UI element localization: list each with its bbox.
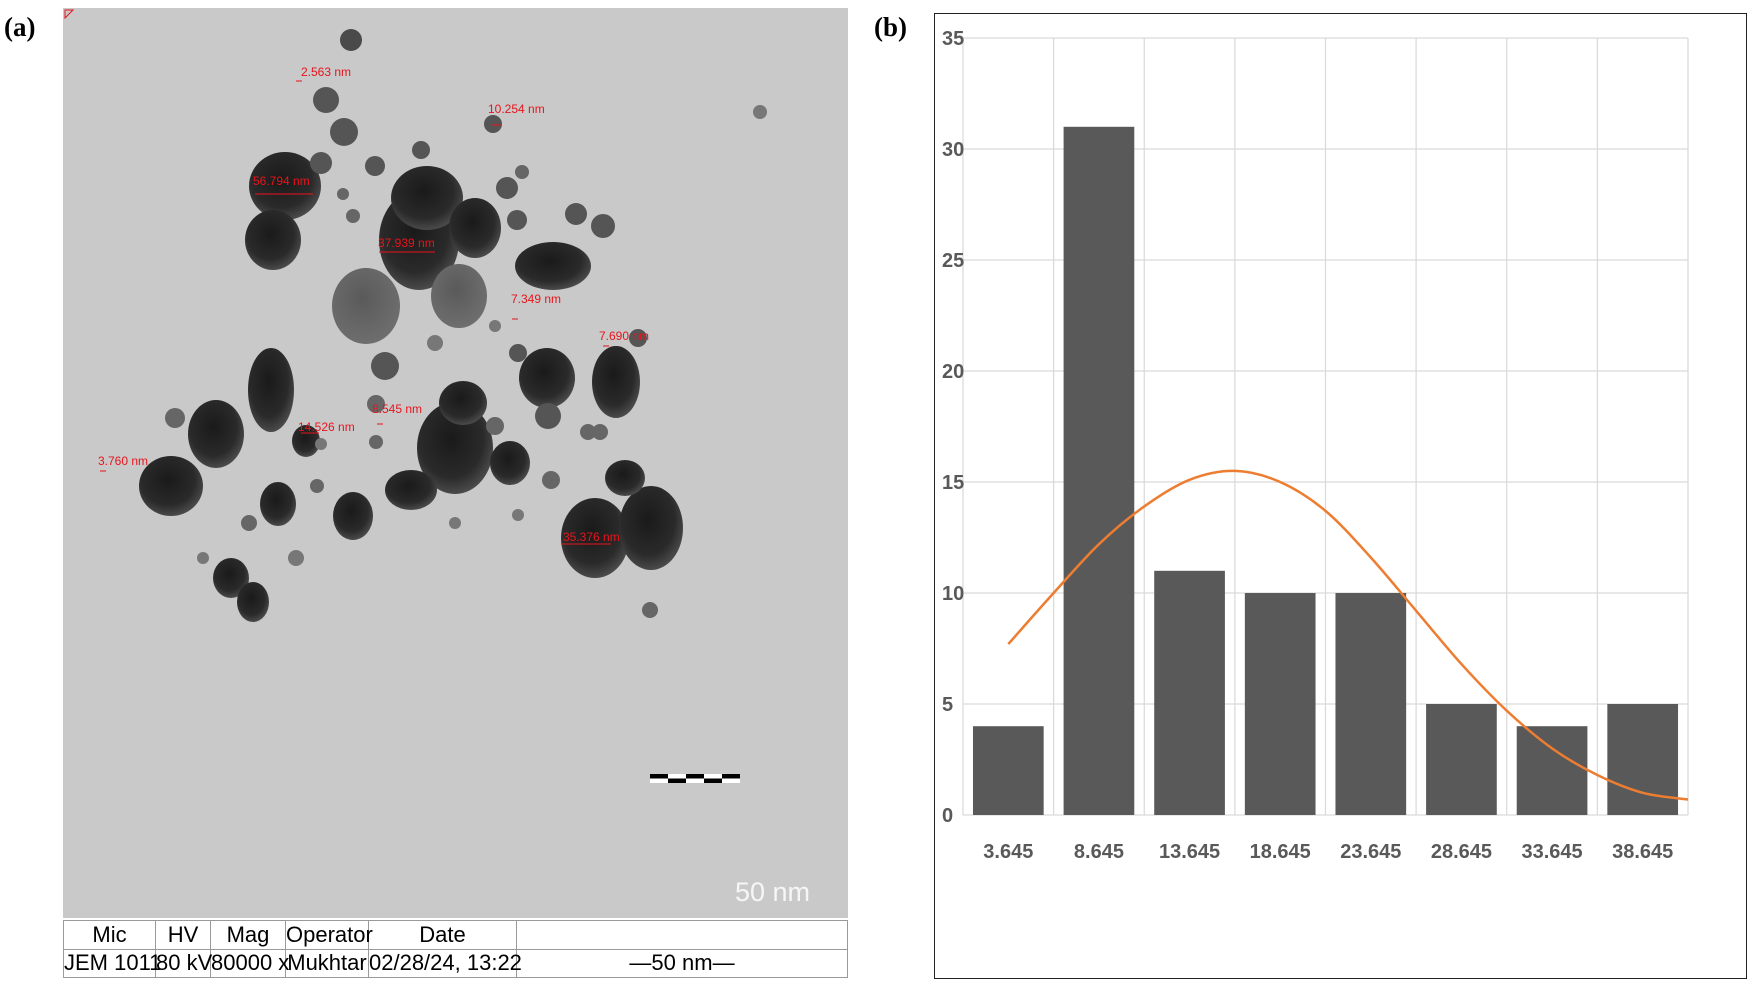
y-tick-label: 15 xyxy=(942,472,964,494)
y-tick-label: 0 xyxy=(942,805,953,827)
info-value-scale: —50 nm— xyxy=(629,950,735,975)
measurement-label: 14.526 nm xyxy=(298,420,355,434)
measurement-label: 37.939 nm xyxy=(378,236,435,250)
x-tick-label: 28.645 xyxy=(1431,841,1492,863)
x-tick-label: 38.645 xyxy=(1612,841,1673,863)
info-divider xyxy=(64,949,847,950)
info-value-operator: Mukhtar xyxy=(287,950,367,975)
info-cell-hv: HV 80 kV xyxy=(156,921,213,977)
chart-frame xyxy=(934,13,1747,979)
chart-grid xyxy=(962,37,1689,816)
y-tick-label: 20 xyxy=(942,361,964,383)
bar-33.645 xyxy=(1516,726,1588,815)
measurement-label: 10.254 nm xyxy=(488,102,545,116)
fit-curve-layer xyxy=(1007,469,1688,801)
info-header-mag: Mag xyxy=(226,922,270,947)
histogram-chart: 0 5 10 15 20 25 30 35 3.645 8.645 13.645 18.645 23.… xyxy=(942,28,1689,863)
bar-28.645 xyxy=(1426,704,1497,815)
bar-18.645 xyxy=(1244,593,1316,815)
info-cell-mic: Mic JEM 1011 xyxy=(64,921,162,977)
y-tick-label: 10 xyxy=(942,583,964,605)
y-tick-label: 35 xyxy=(942,28,964,50)
info-value-mic: JEM 1011 xyxy=(64,950,162,975)
info-cell-scale: —50 nm— xyxy=(517,921,847,977)
x-tick-label: 13.645 xyxy=(1159,841,1220,863)
y-tick-label: 5 xyxy=(942,694,953,716)
micrograph-canvas xyxy=(63,8,848,918)
tem-info-bar: Mic JEM 1011 HV 80 kV Mag 80000 x Operat… xyxy=(63,920,848,978)
x-tick-label: 18.645 xyxy=(1250,841,1311,863)
measurement-label: 7.690 nm xyxy=(599,329,650,343)
measurement-label: 56.794 nm xyxy=(253,174,310,188)
info-value-date: 02/28/24, 13:22 xyxy=(369,950,522,975)
y-tick-label: 25 xyxy=(942,250,964,272)
tem-micrograph xyxy=(63,8,848,918)
info-cell-operator: Operator Mukhtar xyxy=(286,921,373,977)
info-header-hv: HV xyxy=(167,922,199,947)
measurement-label: 3.760 nm xyxy=(98,454,149,468)
info-cell-date: Date 02/28/24, 13:22 xyxy=(369,921,522,977)
x-tick-label: 3.645 xyxy=(983,841,1033,863)
x-tick-label: 23.645 xyxy=(1340,841,1401,863)
measurement-lines xyxy=(100,80,611,545)
measurement-label: 2.563 nm xyxy=(301,65,352,79)
bar-series xyxy=(972,126,1679,816)
x-tick-label: 33.645 xyxy=(1521,841,1582,863)
particle-cluster xyxy=(139,29,767,622)
y-tick-label: 30 xyxy=(942,139,964,161)
x-axis-ticks: 3.645 8.645 13.645 18.645 23.645 28.645 33.645… xyxy=(983,841,1673,863)
panel-a-label: (a) xyxy=(4,12,36,42)
measurement-label: 35.376 nm xyxy=(563,530,620,544)
fit-curve-line xyxy=(1007,469,1688,801)
info-header-date: Date xyxy=(419,922,466,947)
y-axis-ticks: 0 5 10 15 20 25 30 35 xyxy=(942,28,964,827)
x-tick-label: 8.645 xyxy=(1074,841,1124,863)
info-header-mic: Mic xyxy=(92,922,127,947)
panel-b-label: (b) xyxy=(874,12,907,42)
bar-13.645 xyxy=(1154,570,1225,815)
measurement-label: 7.349 nm xyxy=(511,292,562,306)
corner-marker xyxy=(64,9,75,20)
info-header-operator: Operator xyxy=(286,922,373,947)
bar-23.645 xyxy=(1335,593,1407,815)
scale-bar-label: 50 nm xyxy=(735,877,811,907)
scale-bar xyxy=(650,774,740,783)
bar-8.645 xyxy=(1063,126,1135,816)
info-value-mag: 80000 x xyxy=(211,950,290,975)
info-cell-mag: Mag 80000 x xyxy=(211,921,290,977)
measurement-label: 8.545 nm xyxy=(372,402,423,416)
bar-3.645 xyxy=(972,726,1044,815)
info-value-hv: 80 kV xyxy=(156,950,213,975)
